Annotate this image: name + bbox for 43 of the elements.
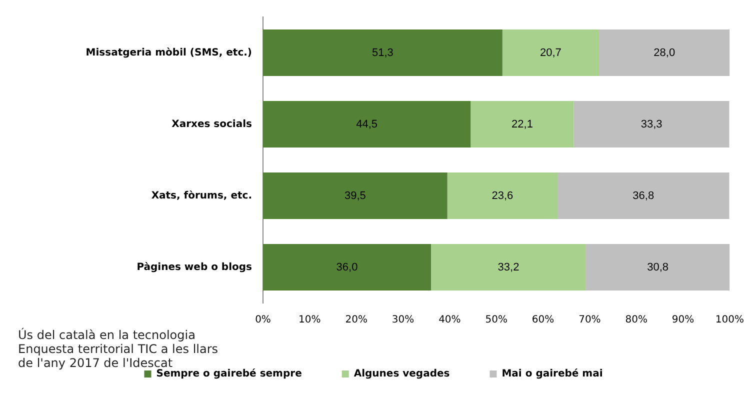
data-label: 30,8 — [647, 261, 669, 274]
x-tick-label: 60% — [532, 314, 554, 326]
data-label: 51,3 — [372, 46, 394, 59]
data-label: 44,5 — [356, 118, 378, 130]
x-tick-label: 40% — [438, 314, 461, 326]
y-tick-label: Missatgeria mòbil (SMS, etc.) — [86, 47, 252, 58]
text: Ús del català en la tecnologia Enquesta territorial TIC a les llars de l'any 2017 de l'Idescat — [18, 328, 218, 370]
x-tick-label: 100% — [715, 314, 744, 326]
data-label: 22,1 — [512, 118, 533, 130]
bar — [431, 244, 586, 290]
bar — [502, 30, 600, 76]
y-tick-label: Xarxes socials — [172, 118, 252, 130]
x-tick-label: 20% — [345, 314, 368, 326]
x-tick-label: 30% — [392, 314, 414, 326]
x-tick-label: 70% — [578, 314, 601, 326]
bar — [470, 101, 574, 148]
data-label: 36,0 — [336, 261, 358, 274]
legend-label: Algunes vegades — [354, 368, 450, 380]
data-label: 20,7 — [540, 46, 562, 59]
bar — [263, 244, 432, 290]
x-tick-label: 90% — [672, 314, 694, 326]
x-tick-label: 80% — [625, 314, 648, 326]
x-tick-label: 50% — [485, 314, 508, 326]
y-tick-label: Xats, fòrums, etc. — [151, 190, 252, 202]
data-label: 28,0 — [654, 46, 676, 59]
x-tick-label: 10% — [298, 314, 321, 326]
data-label: 23,6 — [492, 190, 514, 202]
data-label: 33,3 — [640, 118, 662, 130]
bar — [557, 172, 730, 219]
legend-label: Mai o gairebé mai — [502, 368, 603, 380]
x-tick-label: 0% — [255, 314, 271, 326]
legend-label: Sempre o gairebé sempre — [156, 368, 302, 380]
data-label: 39,5 — [344, 190, 366, 202]
data-label: 33,2 — [498, 261, 520, 274]
bar — [263, 172, 448, 219]
bar — [263, 30, 502, 76]
bar — [586, 244, 730, 290]
bar — [599, 30, 730, 76]
bar — [447, 172, 558, 219]
bar — [263, 101, 471, 148]
bar — [574, 101, 730, 148]
data-label: 36,8 — [632, 190, 654, 202]
y-tick-label: Pàgines web o blogs — [136, 262, 252, 273]
